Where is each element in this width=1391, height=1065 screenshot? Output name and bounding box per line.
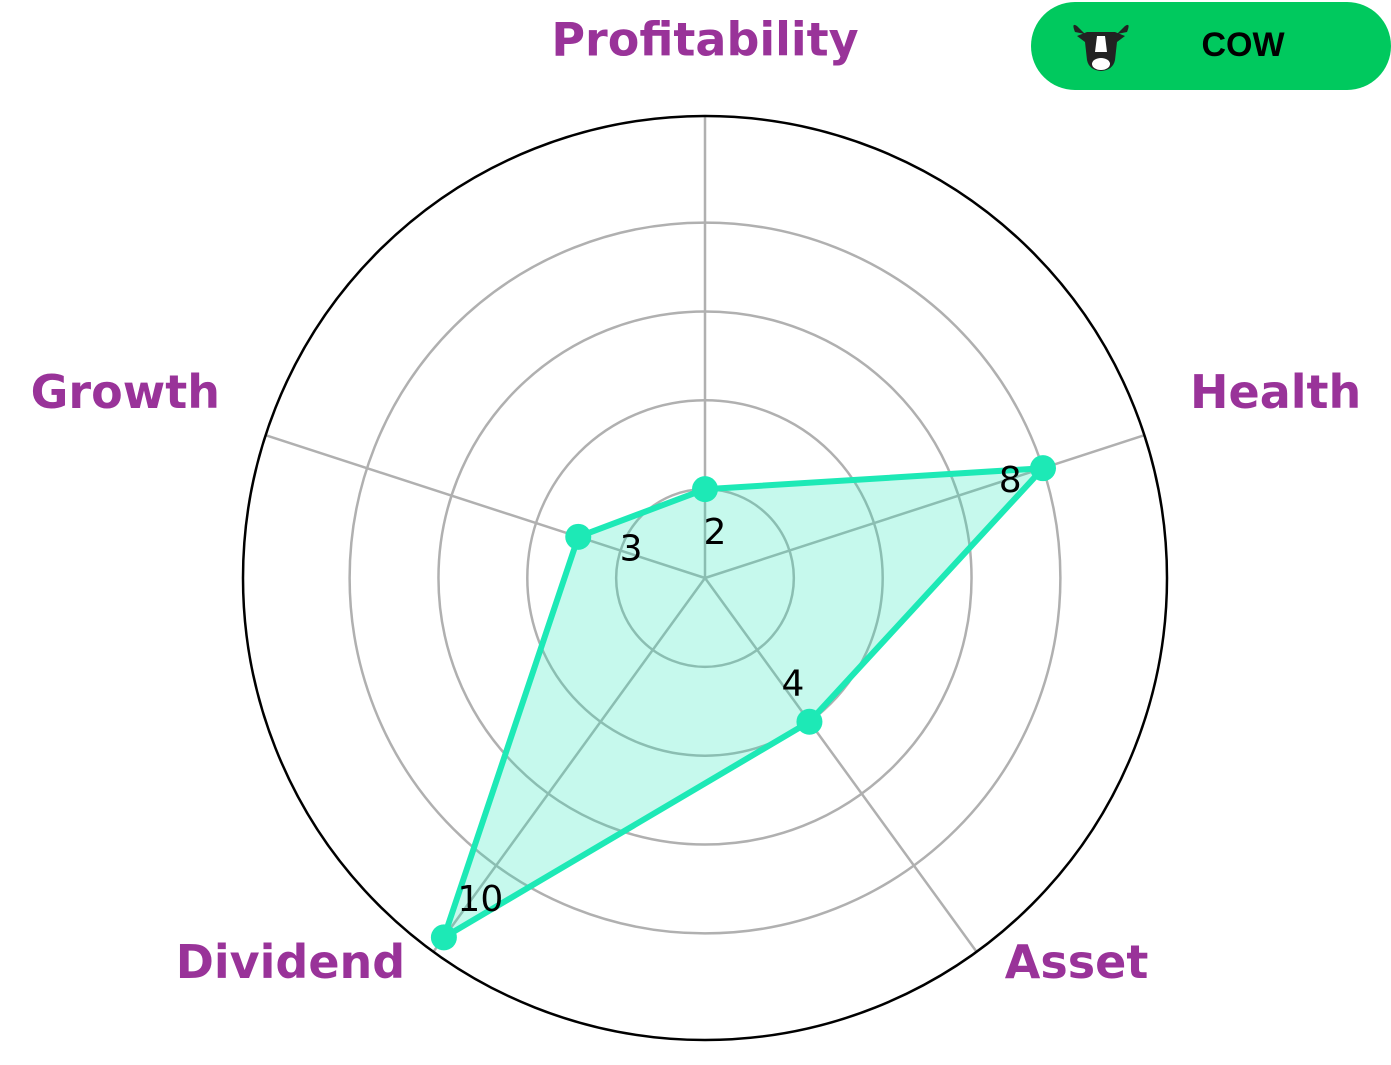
- radar-area: [440, 465, 1046, 941]
- value-label: 3: [620, 529, 643, 570]
- data-point: [1029, 455, 1056, 482]
- spoke: [704, 434, 1145, 580]
- outer-frame: [241, 114, 1169, 1042]
- value-label: 2: [704, 512, 727, 553]
- value-label: 10: [457, 879, 503, 920]
- cow-icon: [1073, 24, 1129, 71]
- value-label: 4: [782, 663, 805, 704]
- category-label: Dividend: [176, 935, 406, 989]
- plot-area: 2 8 4 10 3 Profitability Health Asset Dividend Gr…: [31, 13, 1361, 1042]
- data-point: [565, 523, 592, 550]
- data-point: [430, 924, 457, 951]
- data-point: [796, 708, 823, 735]
- data-point: [692, 476, 718, 503]
- category-label: Health: [1190, 365, 1361, 419]
- value-label: 8: [999, 460, 1022, 501]
- spoke: [703, 577, 978, 953]
- cow-muzzle: [1092, 58, 1110, 70]
- category-label: Profitability: [551, 13, 858, 67]
- badge-background: [1031, 2, 1391, 90]
- spoke: [265, 434, 706, 580]
- cow-blaze: [1095, 36, 1107, 52]
- badge-ticker: COW: [1201, 26, 1285, 64]
- badge: COW: [1031, 2, 1391, 90]
- spoke: [432, 577, 707, 953]
- category-label: Asset: [1005, 935, 1149, 989]
- category-label: Growth: [31, 365, 220, 419]
